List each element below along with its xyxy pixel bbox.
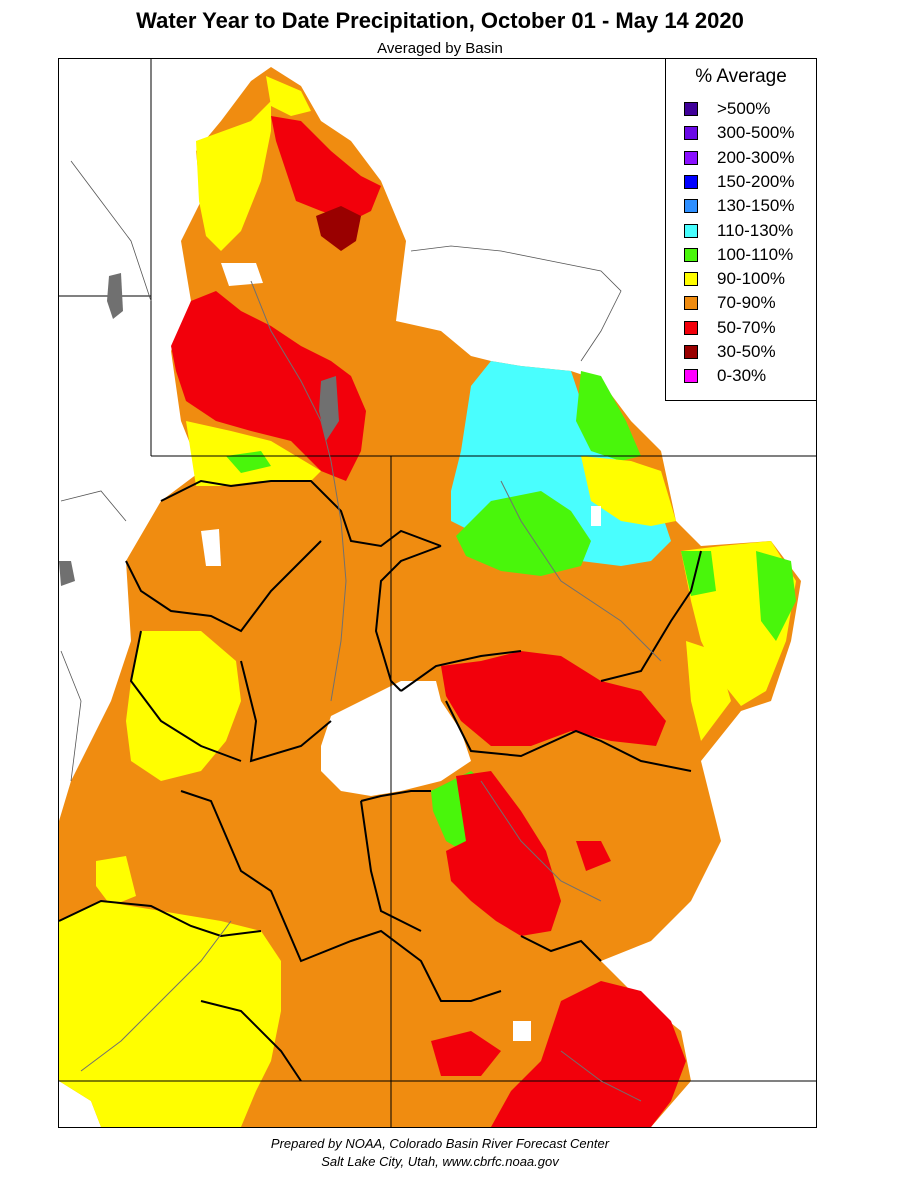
basin-green-southeast	[681, 551, 796, 641]
footer-url: Salt Lake City, Utah, www.cbrfc.noaa.gov	[321, 1154, 559, 1169]
basin-yellow-west	[126, 631, 241, 781]
basin-green-east	[576, 371, 641, 461]
legend-swatch	[684, 320, 698, 335]
lake-west	[107, 273, 123, 319]
legend-swatch	[684, 296, 698, 311]
basin-yellow-southwest	[59, 901, 281, 1127]
legend-swatch	[684, 247, 698, 262]
legend-swatch	[684, 199, 698, 214]
legend-label: 200-300%	[717, 147, 795, 167]
no-data-north	[221, 263, 263, 286]
basin-yellow-sw2	[96, 856, 136, 906]
legend-label: 100-110%	[717, 244, 794, 264]
basin-red-north	[271, 116, 381, 221]
legend-swatch	[684, 369, 698, 384]
legend-swatch	[684, 102, 698, 116]
legend-title: % Average	[695, 66, 787, 87]
lake-reservoir	[319, 376, 339, 441]
basin-red-sanjuan	[491, 981, 686, 1127]
basin-red-gunnison	[441, 651, 666, 746]
basin-darkred-north	[316, 206, 361, 251]
legend-label: 70-90%	[717, 293, 776, 313]
footer-credit: Prepared by NOAA, Colorado Basin River F…	[270, 1136, 610, 1151]
legend-swatch	[684, 174, 698, 189]
state-boundaries	[59, 59, 816, 1127]
legend-label: 110-130%	[717, 220, 794, 240]
basin-fills	[59, 67, 801, 1127]
legend-swatch	[684, 272, 698, 287]
legend-swatch	[684, 150, 698, 165]
legend-label: 90-100%	[717, 269, 786, 289]
basin-red-dolores2	[576, 841, 611, 871]
lakes	[59, 273, 339, 586]
legend-swatch	[684, 126, 698, 141]
legend-label: 30-50%	[717, 342, 776, 361]
lake-sw	[59, 561, 75, 586]
basin-yellow-north2	[266, 76, 311, 116]
basin-outlines	[59, 479, 702, 1082]
map-title: Water Year to Date Precipitation, Octobe…	[136, 8, 744, 33]
legend-label: 0-30%	[717, 366, 767, 386]
no-data-area	[321, 681, 471, 796]
neighbor-boundaries	[60, 160, 622, 782]
basin-red-sanjuan2	[431, 1031, 501, 1076]
basin-green-yampa	[456, 491, 591, 576]
no-data-south	[513, 1021, 531, 1041]
map-subtitle: Averaged by Basin	[377, 40, 503, 57]
rivers	[80, 280, 662, 1102]
basin-yellow-north	[196, 101, 271, 251]
legend-label: >500%	[717, 99, 771, 118]
no-data-east	[591, 506, 601, 526]
no-data-west	[201, 529, 221, 566]
legend-swatch	[684, 345, 698, 359]
precipitation-map: % Average >500% 300-500% 200-300% 150-200% 1…	[58, 58, 817, 1128]
legend-label: 130-150%	[717, 196, 795, 216]
legend-label: 150-200%	[717, 171, 795, 191]
legend-swatch	[684, 223, 698, 238]
basin-red-west	[171, 291, 366, 481]
basin-yellow-eastedge	[686, 641, 731, 741]
legend-label: 50-70%	[717, 317, 776, 337]
legend-label: 300-500%	[717, 123, 795, 143]
basin-red-dolores	[446, 771, 561, 936]
legend: % Average >500% 300-500% 200-300% 150-200% 1…	[665, 59, 816, 401]
basin-yellow-east	[581, 456, 676, 526]
